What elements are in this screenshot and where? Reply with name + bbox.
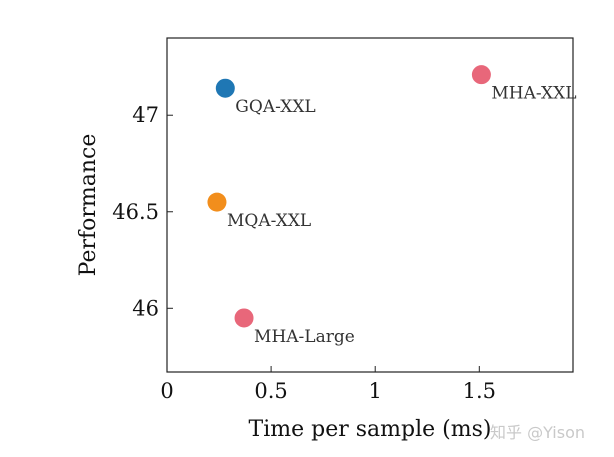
data-point <box>471 65 491 85</box>
x-axis: 0 0.5 1 1.5 <box>160 366 496 403</box>
x-tick-label: 0 <box>160 379 173 403</box>
y-axis-label: Performance <box>76 134 101 277</box>
plot-area-frame <box>166 37 574 373</box>
data-point-label: MHA-Large <box>254 327 355 347</box>
x-tick-label: 1 <box>369 379 382 403</box>
data-point <box>215 78 235 98</box>
data-point <box>234 308 254 328</box>
data-points: GQA-XXL MQA-XXL MHA-XXL MHA-Large <box>207 65 577 347</box>
x-tick-label: 1.5 <box>463 379 496 403</box>
x-axis-label: Time per sample (ms) <box>249 417 492 442</box>
data-point <box>207 192 227 212</box>
data-point-label: MQA-XXL <box>227 211 311 231</box>
watermark-text: 知乎 @Yison <box>490 423 585 442</box>
data-point-label: MHA-XXL <box>491 84 576 104</box>
x-tick-label: 0.5 <box>254 379 287 403</box>
y-axis: 46 46.5 47 <box>112 103 173 320</box>
y-tick-label: 46 <box>132 296 159 320</box>
y-tick-label: 46.5 <box>112 200 159 224</box>
y-tick-label: 47 <box>132 103 159 127</box>
data-point-label: GQA-XXL <box>235 97 315 117</box>
